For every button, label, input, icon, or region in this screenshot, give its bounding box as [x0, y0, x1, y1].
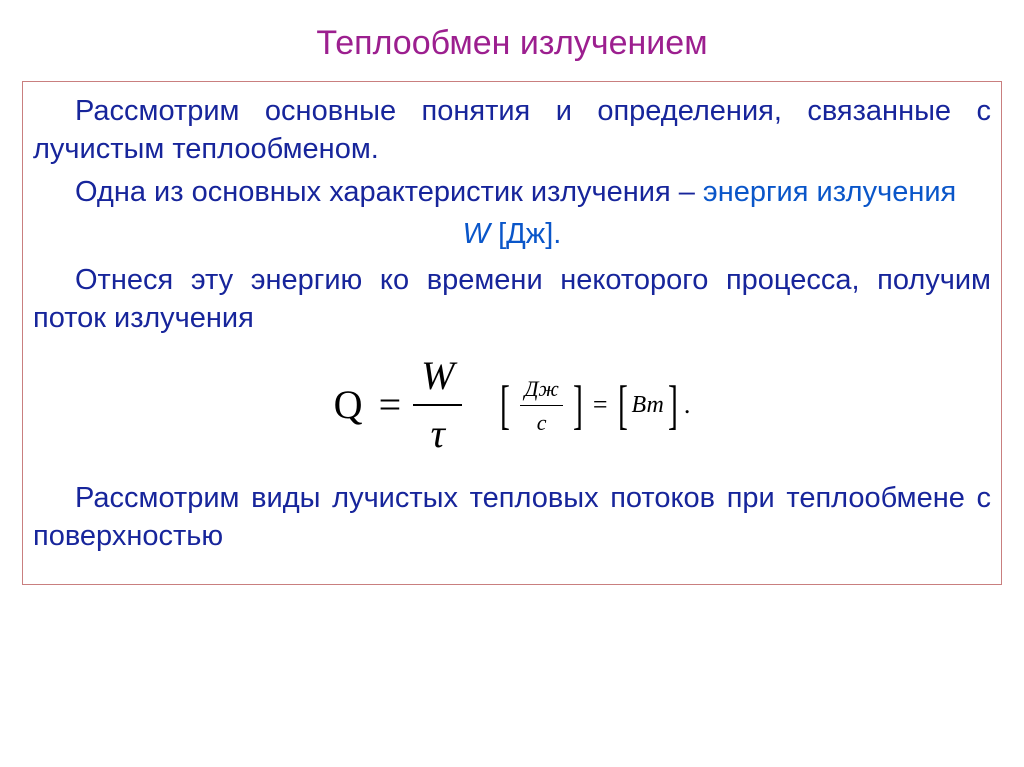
flux-formula: Q = W τ [ Дж с ] = [ Вт — [33, 350, 991, 462]
formula-units: [ Дж с ] = [ Вт ] . — [496, 374, 690, 437]
fraction-bar — [413, 404, 462, 406]
energy-term: энергия излучения — [703, 176, 956, 208]
formula-dot: . — [684, 388, 691, 422]
content-box: Рассмотрим основные понятия и определени… — [22, 81, 1002, 585]
paragraph-1: Рассмотрим основные понятия и определени… — [33, 92, 991, 169]
formula-numerator: W — [413, 350, 462, 403]
unit-result: Вт — [632, 390, 664, 422]
unit-bar — [520, 405, 562, 406]
unit-fraction: Дж с — [520, 374, 562, 437]
unit-denominator: с — [520, 408, 562, 437]
bracket-open-1: [ — [500, 384, 510, 427]
energy-symbol-line: W [Дж]. — [33, 215, 991, 253]
paragraph-3: Отнеся эту энергию ко времени некоторого… — [33, 261, 991, 338]
formula-body: Q = W τ [ Дж с ] = [ Вт — [334, 350, 691, 462]
bracket-close-1: ] — [573, 384, 583, 427]
unit-numerator: Дж — [520, 374, 562, 403]
formula-eq2: = — [593, 388, 608, 422]
slide-title: Теплообмен излучением — [22, 24, 1002, 63]
paragraph-2: Одна из основных характеристик излучения… — [33, 173, 991, 211]
formula-fraction: W τ — [413, 350, 462, 462]
formula-eq1: = — [379, 379, 402, 432]
paragraph-4: Рассмотрим виды лучистых тепловых потоко… — [33, 479, 991, 556]
bracket-close-2: ] — [668, 384, 678, 427]
slide: Теплообмен излучением Рассмотрим основны… — [0, 0, 1024, 767]
bracket-open-2: [ — [618, 384, 628, 427]
energy-w: W — [463, 218, 490, 250]
formula-lhs: Q — [334, 379, 363, 432]
paragraph-2-text: Одна из основных характеристик излучения… — [75, 176, 703, 208]
energy-unit: [Дж]. — [490, 218, 561, 250]
formula-denominator: τ — [413, 408, 462, 461]
